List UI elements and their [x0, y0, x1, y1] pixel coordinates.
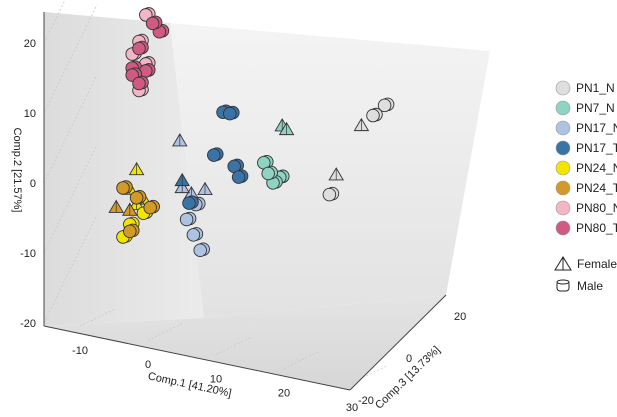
legend-swatch — [555, 80, 571, 96]
left-wall-pane — [44, 12, 204, 326]
data-point-cylinder — [179, 212, 194, 227]
data-point-cylinder — [322, 187, 337, 202]
x-tick-label: -10 — [72, 345, 88, 357]
y-gridline — [43, 4, 98, 114]
data-points — [108, 7, 395, 258]
data-point-cylinder — [145, 16, 160, 31]
data-point-cylinder — [182, 196, 196, 210]
legend-label: PN80_N — [576, 201, 617, 215]
legend-swatch — [555, 140, 571, 156]
y-gridline — [43, 144, 98, 254]
legend-swatch — [555, 180, 571, 196]
x-tick-label: 0 — [145, 359, 151, 371]
legend-label: PN1_N — [576, 81, 615, 95]
data-point-cylinder — [132, 41, 146, 56]
z-tick-label: 20 — [454, 311, 466, 323]
z-tick-label: 0 — [406, 353, 412, 365]
legend-swatch — [555, 160, 571, 176]
data-point-cylinder — [223, 106, 237, 121]
legend-male-icon — [556, 279, 570, 292]
x-tick-label: 20 — [278, 388, 290, 400]
y-gridline — [43, 0, 66, 44]
legend-label-male: Male — [577, 279, 603, 293]
z-axis-line — [349, 294, 447, 391]
data-point-cylinder — [116, 181, 130, 195]
legend-swatch — [555, 100, 571, 116]
back-wall-pane — [170, 23, 490, 318]
legend-label: PN17_T — [576, 141, 617, 155]
legend-label-female: Female — [577, 257, 617, 271]
data-point-cylinder — [129, 191, 144, 205]
legend-swatch — [555, 200, 571, 216]
y-gridline — [43, 214, 98, 324]
legend: PN1_N PN7_N PN17_N PN17_T PN24_N PN24_T PN80_N… — [554, 80, 617, 293]
gridlines — [43, 0, 388, 384]
data-point-cylinder — [261, 166, 275, 181]
legend-label: PN24_N — [576, 161, 617, 175]
x-gridline — [215, 337, 252, 355]
data-point-cylinder — [366, 108, 380, 123]
y-tick-label: -20 — [20, 318, 36, 330]
y-tick-label: -10 — [20, 248, 36, 260]
x-gridline — [351, 365, 388, 384]
y-gridline — [43, 74, 98, 184]
legend-swatch — [555, 220, 571, 236]
x-tick-label: 30 — [346, 402, 358, 414]
legend-label: PN17_N — [576, 121, 617, 135]
x-gridline — [283, 351, 320, 369]
data-point-cylinder — [132, 76, 146, 91]
data-point-cylinder — [193, 243, 207, 258]
y-tick-label: 10 — [24, 108, 36, 120]
x-gridline — [147, 322, 184, 341]
x-axis-line — [43, 325, 351, 391]
x-tick-label: 10 — [210, 373, 222, 385]
legend-label: PN80_T — [576, 221, 617, 235]
legend-swatch — [555, 120, 571, 136]
data-point-cylinder — [377, 98, 392, 113]
data-point-cylinder — [231, 170, 246, 184]
z-tick-label: -20 — [358, 395, 374, 407]
data-point-cylinder — [143, 200, 157, 215]
data-point-cylinder — [207, 148, 221, 162]
y-tick-label: 0 — [30, 178, 36, 190]
x-gridline — [79, 308, 116, 327]
legend-female-icon — [554, 256, 572, 271]
data-point-cylinder — [123, 224, 137, 239]
y-axis-title: Comp.2 [21.57%] — [11, 128, 23, 213]
floor-pane — [44, 295, 446, 390]
legend-label: PN24_T — [576, 181, 617, 195]
data-point-cylinder — [186, 228, 201, 242]
y-tick-label: 20 — [24, 38, 36, 50]
legend-label: PN7_N — [576, 101, 615, 115]
